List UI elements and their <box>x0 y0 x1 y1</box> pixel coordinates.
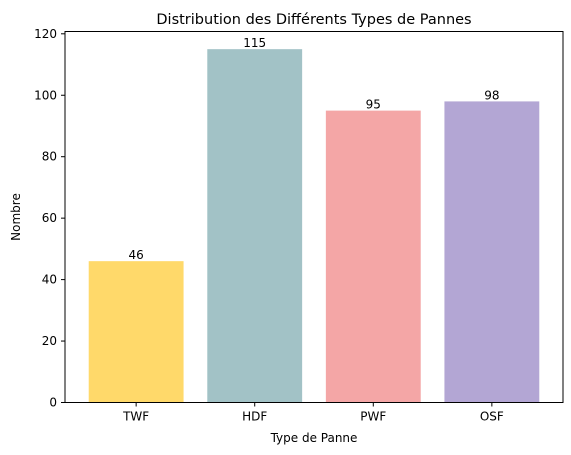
y-axis-label: Nombre <box>9 193 23 241</box>
x-tick-label-twf: TWF <box>122 410 149 424</box>
bar-hdf <box>207 49 303 403</box>
data-label-osf: 98 <box>484 88 499 102</box>
x-tick-label-osf: OSF <box>480 410 504 424</box>
y-tick-label-0: 0 <box>49 396 57 410</box>
x-tick-label-hdf: HDF <box>242 410 267 424</box>
chart-title: Distribution des Différents Types de Pan… <box>156 12 471 28</box>
data-label-hdf: 115 <box>243 36 266 50</box>
data-labels-group: 46 115 95 98 <box>129 36 500 262</box>
plot-frame <box>64 31 564 403</box>
bar-osf <box>444 101 540 403</box>
bar-pwf <box>325 110 421 403</box>
plot-area: 46 115 95 98 0 20 40 60 80 100 120 TWF HDF PWF OSF <box>34 27 564 424</box>
x-axis-label: Type de Panne <box>270 431 358 445</box>
y-tick-label-40: 40 <box>42 273 57 287</box>
y-tick-label-120: 120 <box>34 27 57 41</box>
data-label-pwf: 95 <box>366 98 381 112</box>
data-label-twf: 46 <box>129 248 144 262</box>
bars-group <box>88 49 540 403</box>
y-axis-ticks: 0 20 40 60 80 100 120 <box>34 27 65 410</box>
y-tick-label-80: 80 <box>42 150 57 164</box>
x-tick-label-pwf: PWF <box>360 410 386 424</box>
x-axis-ticks: TWF HDF PWF OSF <box>122 402 504 424</box>
y-tick-label-20: 20 <box>42 334 57 348</box>
y-tick-label-100: 100 <box>34 88 57 102</box>
y-tick-label-60: 60 <box>42 211 57 225</box>
bar-twf <box>88 261 184 403</box>
